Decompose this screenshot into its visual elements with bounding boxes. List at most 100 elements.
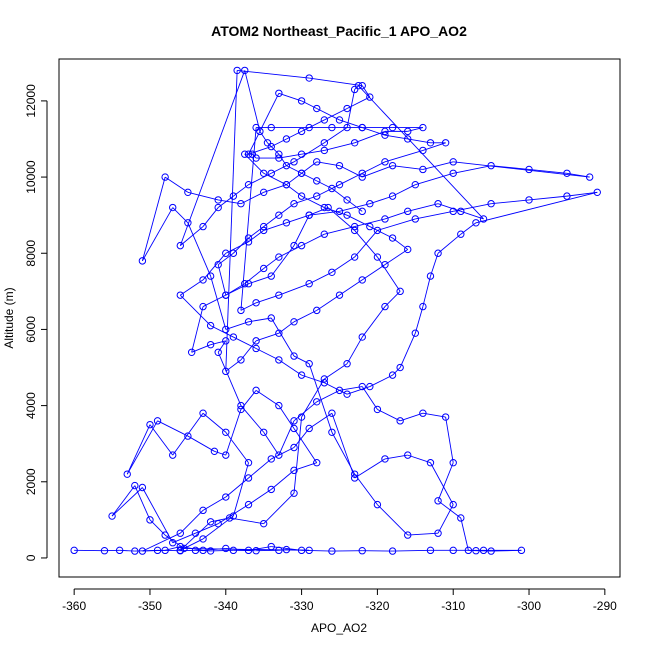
data-point — [214, 348, 222, 356]
data-point — [313, 104, 321, 113]
data-point — [479, 215, 488, 223]
series-segment — [240, 127, 257, 311]
series-segment — [271, 138, 287, 148]
data-point — [263, 139, 272, 147]
data-point — [328, 184, 336, 193]
data-point — [419, 123, 427, 132]
data-point — [328, 409, 336, 417]
series-segment — [217, 264, 227, 296]
data-point — [358, 382, 366, 391]
series-segment — [354, 473, 378, 505]
series-segment — [566, 172, 590, 178]
series-segment — [255, 332, 279, 342]
data-point — [404, 245, 412, 254]
data-point — [275, 154, 283, 162]
data-point — [313, 192, 321, 200]
data-point — [259, 169, 268, 177]
data-point — [328, 428, 336, 436]
series-segment — [184, 547, 310, 551]
data-point — [244, 546, 253, 555]
data-point — [381, 127, 389, 136]
data-point — [222, 249, 230, 257]
data-point — [373, 226, 382, 235]
data-point — [267, 123, 275, 132]
series-segment — [293, 142, 325, 163]
data-point — [320, 116, 329, 124]
series-segment — [278, 92, 302, 102]
data-point — [449, 158, 457, 166]
data-point — [434, 200, 442, 208]
data-point — [305, 211, 313, 219]
data-point — [449, 459, 457, 467]
series-segment — [293, 401, 318, 422]
series-segment — [301, 172, 317, 182]
series-segment — [278, 153, 287, 166]
series-segment — [422, 275, 431, 307]
series-segment — [187, 191, 219, 201]
series-segment — [248, 172, 272, 186]
data-point — [153, 546, 162, 555]
series-segment — [126, 420, 158, 475]
data-point — [563, 192, 571, 200]
data-point — [381, 158, 389, 166]
data-point — [187, 348, 196, 356]
data-point — [70, 546, 78, 555]
y-tick-label: 10000 — [24, 160, 38, 194]
series-segment — [293, 462, 317, 471]
series-segment — [308, 412, 333, 429]
series-segment — [491, 165, 530, 170]
data-point — [252, 337, 260, 345]
data-point — [305, 424, 313, 433]
series-segment — [301, 100, 317, 109]
data-point — [267, 542, 275, 551]
data-point — [350, 139, 359, 147]
series-segment — [407, 127, 424, 132]
series-segment — [263, 184, 287, 193]
data-point — [176, 546, 184, 555]
series-segment — [237, 69, 310, 79]
series-segment — [255, 348, 280, 361]
data-point — [229, 192, 238, 200]
series-segment — [369, 195, 393, 205]
series-segment — [491, 199, 530, 205]
data-point — [252, 386, 260, 395]
series-segment — [369, 226, 393, 239]
data-point — [313, 306, 321, 315]
data-point — [320, 230, 329, 238]
series-segment — [377, 218, 416, 231]
series-segment — [217, 340, 227, 353]
data-point — [381, 260, 389, 269]
series-segment — [361, 85, 371, 98]
data-point — [335, 161, 344, 170]
series-segment — [346, 386, 370, 395]
data-point — [290, 417, 298, 425]
data-point — [373, 253, 382, 261]
data-point — [229, 546, 238, 555]
data-point — [244, 238, 253, 246]
series-segment — [187, 222, 212, 277]
series-segment — [244, 268, 264, 285]
data-point — [426, 272, 435, 280]
series-segment — [134, 485, 151, 521]
data-point — [275, 211, 283, 219]
series-segment — [191, 306, 204, 353]
series-segment — [278, 405, 295, 429]
data-point — [199, 302, 207, 311]
data-point — [275, 451, 283, 459]
data-point — [366, 382, 374, 391]
data-point — [517, 546, 526, 555]
series-segment — [210, 325, 234, 338]
series-segment — [354, 218, 386, 228]
data-point — [275, 253, 283, 261]
data-point — [449, 207, 457, 216]
series-segment — [309, 77, 363, 87]
data-point — [108, 512, 116, 520]
series-segment — [301, 374, 325, 384]
series-segment — [361, 386, 378, 410]
x-tick-label: -340 — [214, 599, 238, 613]
series-segment — [308, 363, 333, 433]
data-point — [404, 451, 412, 459]
data-point — [252, 299, 260, 307]
series-segment — [327, 207, 355, 231]
data-point — [290, 489, 298, 497]
